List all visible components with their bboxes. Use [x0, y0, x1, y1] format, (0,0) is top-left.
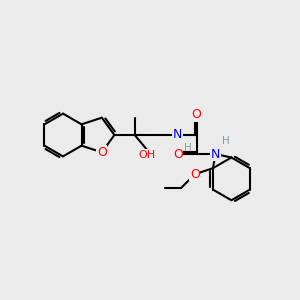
Text: H: H [222, 136, 230, 146]
Text: H: H [184, 143, 192, 153]
Text: OH: OH [138, 150, 155, 160]
Text: O: O [173, 148, 183, 160]
Text: N: N [211, 148, 220, 160]
Text: O: O [97, 146, 107, 159]
Text: O: O [192, 108, 202, 121]
Text: O: O [190, 168, 200, 181]
Text: N: N [173, 128, 182, 142]
